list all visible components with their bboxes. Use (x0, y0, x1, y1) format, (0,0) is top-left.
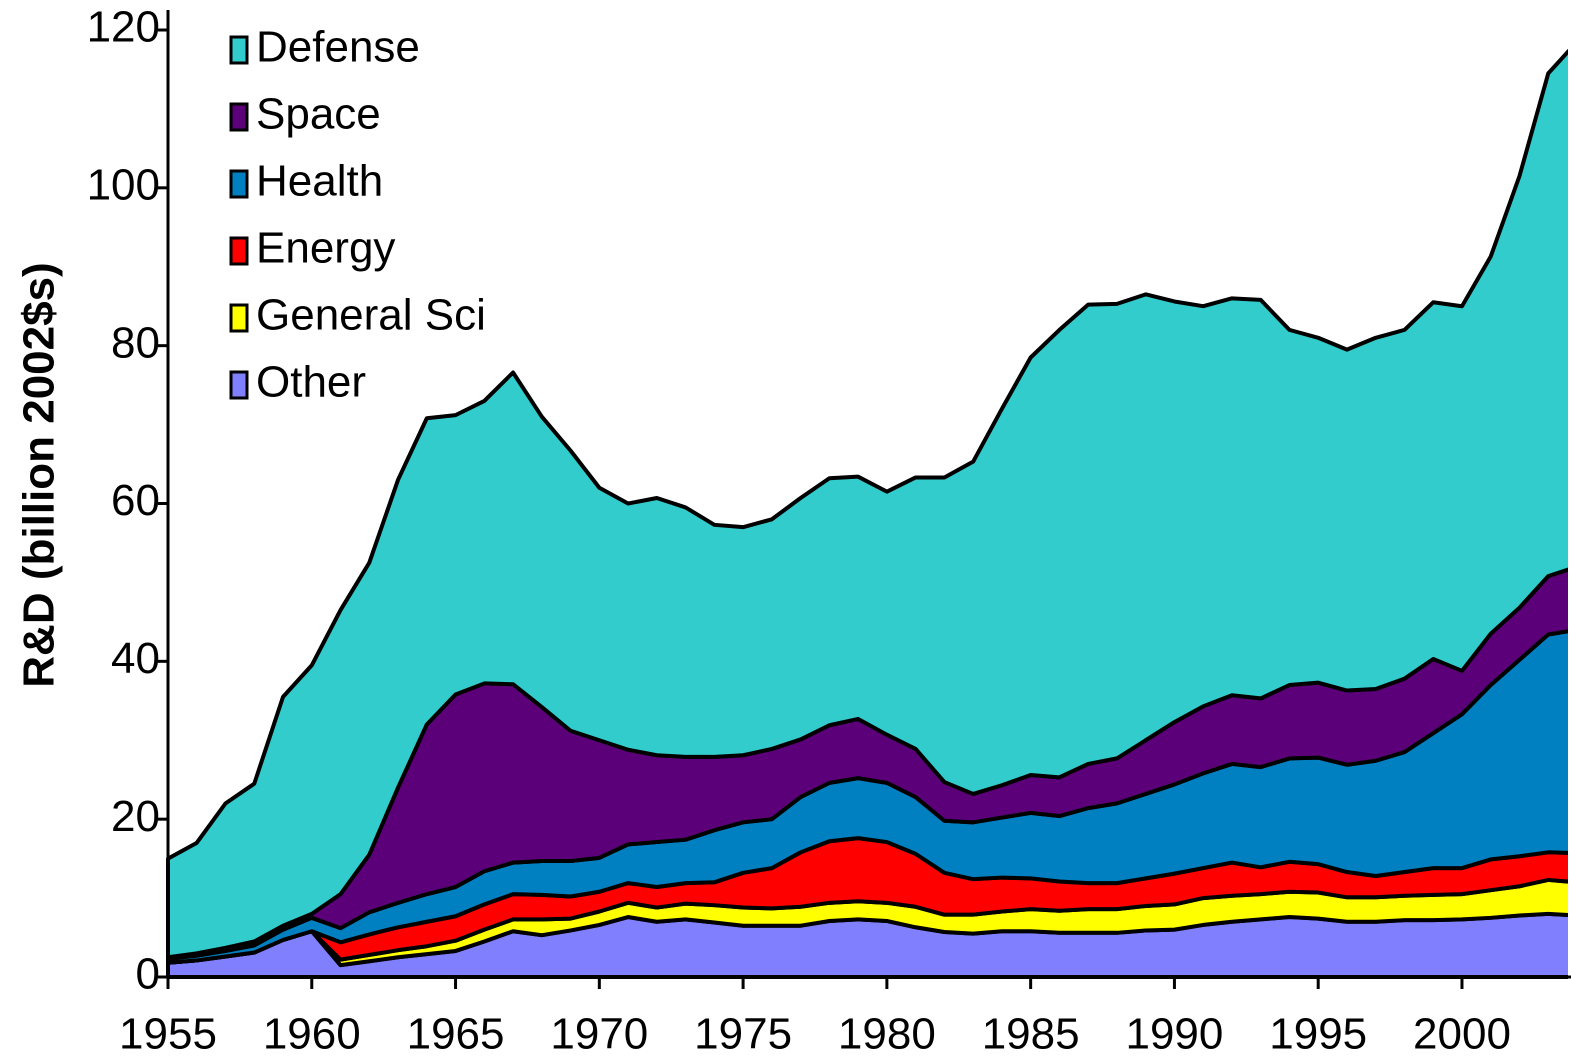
legend-label: Space (256, 90, 381, 139)
x-tick-label: 1955 (119, 1010, 217, 1059)
x-tick-label: 1985 (982, 1010, 1080, 1059)
legend-label: Defense (256, 23, 420, 72)
y-axis-title: R&D (billion 2002$s) (15, 262, 64, 687)
legend-swatch (229, 303, 249, 333)
x-tick-label: 2000 (1413, 1010, 1511, 1059)
y-tick-label: 80 (111, 318, 160, 367)
x-tick-label: 1965 (407, 1010, 505, 1059)
legend-label: Energy (256, 224, 395, 273)
x-tick-label: 1960 (263, 1010, 361, 1059)
y-tick-label: 60 (111, 476, 160, 525)
x-tick-label: 1975 (694, 1010, 792, 1059)
y-tick-label: 20 (111, 792, 160, 841)
y-tick-label: 100 (87, 160, 160, 209)
y-tick-label: 0 (136, 950, 160, 999)
legend-swatch (229, 169, 249, 199)
legend-swatch (229, 102, 249, 132)
x-tick-label: 1990 (1125, 1010, 1223, 1059)
legend-label: Other (256, 358, 366, 407)
x-tick-label: 1995 (1269, 1010, 1367, 1059)
y-tick-label: 120 (87, 3, 160, 52)
legend-swatch (229, 236, 249, 266)
legend-label: Health (256, 157, 383, 206)
legend-label: General Sci (256, 291, 486, 340)
plot-area (166, 48, 1568, 979)
legend-swatch (229, 35, 249, 65)
x-tick-label: 1980 (838, 1010, 936, 1059)
x-tick-label: 1970 (550, 1010, 648, 1059)
y-tick-label: 40 (111, 634, 160, 683)
area (166, 48, 1568, 960)
legend-swatch (229, 370, 249, 400)
